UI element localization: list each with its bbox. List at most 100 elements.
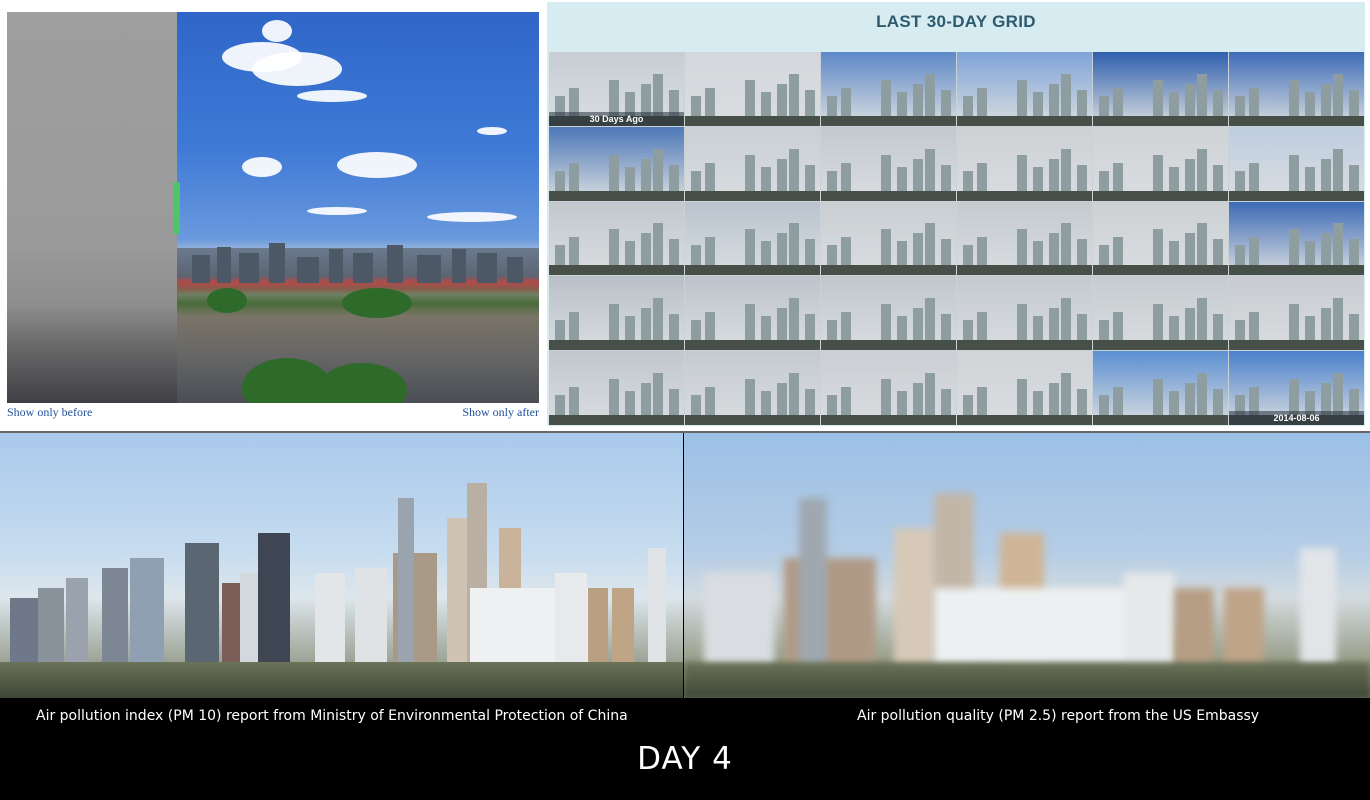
- grid-day-thumbnail[interactable]: [957, 276, 1092, 351]
- thumbnail-building: [925, 223, 935, 268]
- grid-day-thumbnail[interactable]: [685, 52, 820, 126]
- thumbnail-building: [625, 316, 635, 343]
- thumbnail-building: [1153, 379, 1163, 417]
- thumbnail-building: [625, 166, 635, 193]
- grid-day-thumbnail[interactable]: [957, 52, 1092, 126]
- thumbnail-building: [963, 320, 973, 343]
- thumbnail-building: [941, 389, 951, 417]
- grid-day-thumbnail[interactable]: [685, 126, 820, 201]
- grid-day-thumbnail[interactable]: [1093, 351, 1228, 425]
- thumbnail-building: [1169, 91, 1179, 118]
- thumbnail-building: [1061, 73, 1071, 118]
- thumbnail-building: [977, 237, 987, 268]
- thumbnail-building: [609, 229, 619, 268]
- thumbnail-building: [827, 395, 837, 417]
- thumbnail-building: [941, 89, 951, 118]
- thumbnail-building: [1197, 223, 1207, 268]
- thumbnail-building: [745, 229, 755, 268]
- thumbnail-building: [1333, 73, 1343, 118]
- grid-day-thumbnail[interactable]: 30 Days Ago: [549, 52, 684, 126]
- thumbnail-building: [555, 245, 565, 268]
- grid-day-thumbnail[interactable]: [821, 126, 956, 201]
- grid-day-thumbnail[interactable]: [957, 351, 1092, 425]
- thumbnail-building: [761, 391, 771, 417]
- grid-day-thumbnail[interactable]: [549, 276, 684, 351]
- grid-day-thumbnail[interactable]: [821, 52, 956, 126]
- thumbnail-building: [569, 162, 579, 193]
- grid-day-thumbnail[interactable]: [821, 201, 956, 276]
- grid-day-thumbnail[interactable]: [549, 351, 684, 425]
- thumbnail-building: [963, 95, 973, 118]
- before-after-image[interactable]: [7, 12, 539, 403]
- grid-day-thumbnail[interactable]: [821, 351, 956, 425]
- thumbnail-building: [653, 148, 663, 193]
- thumbnail-building: [653, 373, 663, 417]
- grid-day-thumbnail[interactable]: [821, 276, 956, 351]
- thumbnail-building: [653, 223, 663, 268]
- thumbnail-building: [1213, 239, 1223, 268]
- thumbnail-building: [913, 233, 923, 268]
- thumbnail-building: [669, 89, 679, 118]
- thumbnail-ground: [1093, 190, 1228, 201]
- thumbnail-building: [609, 154, 619, 193]
- thumbnail-building: [761, 316, 771, 343]
- thumbnail-building: [1333, 148, 1343, 193]
- thumbnail-building: [745, 154, 755, 193]
- thumbnail-building: [897, 316, 907, 343]
- thumbnail-ground: [821, 340, 956, 351]
- thumbnail-ground: [957, 265, 1092, 276]
- thumbnail-building: [1099, 395, 1109, 417]
- thumbnail-building: [1049, 83, 1059, 118]
- thumbnail-building: [1197, 298, 1207, 343]
- thumbnail-building: [913, 83, 923, 118]
- thumbnail-building: [1017, 79, 1027, 118]
- left-caption: Air pollution index (PM 10) report from …: [36, 708, 628, 724]
- thumbnail-building: [805, 389, 815, 417]
- thumbnail-building: [745, 79, 755, 118]
- grid-day-thumbnail[interactable]: [1229, 126, 1364, 201]
- thumbnail-building: [1305, 91, 1315, 118]
- grid-day-thumbnail[interactable]: [1093, 201, 1228, 276]
- grid-day-thumbnail[interactable]: [685, 201, 820, 276]
- thumbnail-building: [1017, 379, 1027, 417]
- grid-day-thumbnail[interactable]: [1093, 52, 1228, 126]
- grid-day-thumbnail[interactable]: [957, 126, 1092, 201]
- show-only-before-link[interactable]: Show only before: [7, 405, 93, 419]
- thumbnail-building: [963, 170, 973, 193]
- grid-day-thumbnail[interactable]: [685, 351, 820, 425]
- thumbnail-building: [1197, 148, 1207, 193]
- thumbnail-building: [1213, 314, 1223, 343]
- grid-day-thumbnail[interactable]: [957, 201, 1092, 276]
- thumbnail-building: [1333, 373, 1343, 417]
- thumbnail-building: [1185, 83, 1195, 118]
- thumbnail-building: [1061, 298, 1071, 343]
- thumbnail-building: [977, 312, 987, 343]
- thumbnail-building: [625, 91, 635, 118]
- thumbnail-building: [761, 241, 771, 268]
- before-after-viewer: Show only before Show only after: [7, 12, 539, 424]
- grid-day-thumbnail[interactable]: [685, 276, 820, 351]
- grid-day-thumbnail[interactable]: [549, 201, 684, 276]
- thumbnail-building: [777, 383, 787, 417]
- thumbnail-building: [827, 95, 837, 118]
- grid-day-thumbnail[interactable]: [1229, 276, 1364, 351]
- thumbnail-building: [1213, 389, 1223, 417]
- thumbnail-building: [1113, 237, 1123, 268]
- show-only-after-link[interactable]: Show only after: [462, 405, 539, 419]
- grid-day-thumbnail[interactable]: [1093, 126, 1228, 201]
- grid-day-thumbnail[interactable]: [1093, 276, 1228, 351]
- thumbnail-building: [641, 383, 651, 417]
- grid-day-thumbnail[interactable]: [1229, 52, 1364, 126]
- thumbnail-building: [1249, 237, 1259, 268]
- thumbnail-building: [827, 170, 837, 193]
- thumbnail-building: [881, 304, 891, 343]
- before-after-slider-handle[interactable]: [173, 182, 180, 234]
- before-photo-smog: [7, 12, 177, 403]
- grid-day-thumbnail[interactable]: [1229, 201, 1364, 276]
- thumbnail-building: [925, 148, 935, 193]
- thumbnail-building: [669, 164, 679, 193]
- grid-day-thumbnail[interactable]: 2014-08-06: [1229, 351, 1364, 425]
- thumbnail-building: [1349, 314, 1359, 343]
- thumbnail-ground: [1093, 340, 1228, 351]
- grid-day-thumbnail[interactable]: [549, 126, 684, 201]
